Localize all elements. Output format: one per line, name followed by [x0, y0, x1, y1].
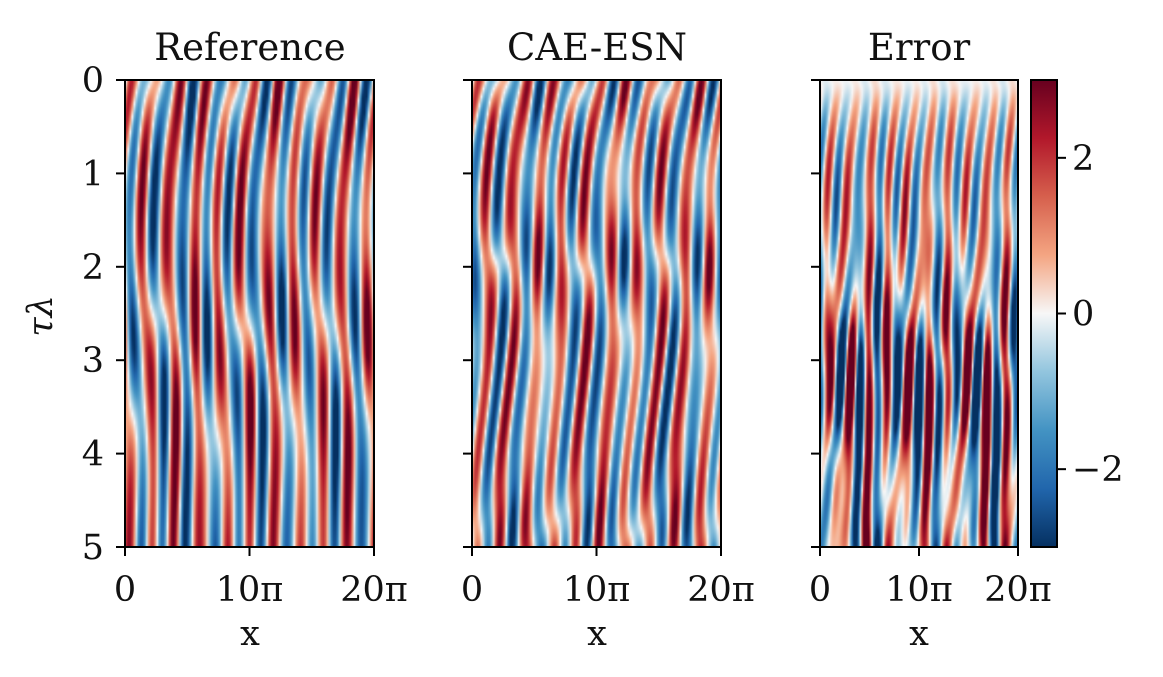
panel-title: Reference: [154, 26, 345, 69]
x-tick-label: 0: [461, 570, 483, 610]
y-tick-label: 4: [82, 435, 104, 475]
y-tick-label: 2: [82, 248, 104, 288]
x-tick-label: 10π: [563, 570, 631, 610]
y-ticks: 0 1 2 3 4 5: [82, 61, 125, 568]
heatmap-image: [472, 80, 721, 547]
x-tick-label: 0: [809, 570, 831, 610]
colorbar-tick-label: −2: [1072, 450, 1124, 490]
panel-title: CAE-ESN: [507, 26, 687, 69]
x-tick-label: 10π: [885, 570, 953, 610]
x-tick-label: 0: [114, 570, 136, 610]
x-tick-label: 20π: [687, 570, 755, 610]
y-tick-label: 1: [82, 154, 104, 194]
colorbar-tick-label: 2: [1072, 139, 1094, 179]
colorbar-ticks: 2 0 −2: [1057, 139, 1124, 490]
y-axis-label: τλ: [21, 295, 61, 337]
x-ticks: 0 10π 20π: [809, 547, 1052, 610]
x-ticks: 0 10π 20π: [114, 547, 408, 610]
colorbar-gradient: [1031, 80, 1057, 547]
colorbar-tick-label: 0: [1072, 295, 1094, 335]
x-ticks: 0 10π 20π: [461, 547, 755, 610]
x-axis-label: x: [587, 614, 607, 654]
panel-cae-esn: CAE-ESN 0 10π 20π x: [461, 26, 755, 654]
panel-reference: Reference 0 10π 20π x 0 1 2 3 4 5 τλ: [21, 26, 408, 654]
x-tick-label: 20π: [984, 570, 1052, 610]
x-axis-label: x: [909, 614, 929, 654]
colorbar: 2 0 −2: [1030, 79, 1124, 548]
panel-title: Error: [868, 26, 971, 69]
x-axis-label: x: [240, 614, 260, 654]
y-ticks: [811, 79, 820, 548]
heatmap-image: [125, 80, 374, 547]
heatmap-image: [820, 80, 1018, 547]
y-tick-label: 5: [82, 528, 104, 568]
x-tick-label: 20π: [340, 570, 408, 610]
y-ticks: [463, 79, 472, 548]
panel-error: Error 0 10π 20π x: [809, 26, 1052, 654]
y-tick-label: 0: [82, 61, 104, 101]
x-tick-label: 10π: [216, 570, 284, 610]
y-tick-label: 3: [82, 341, 104, 381]
